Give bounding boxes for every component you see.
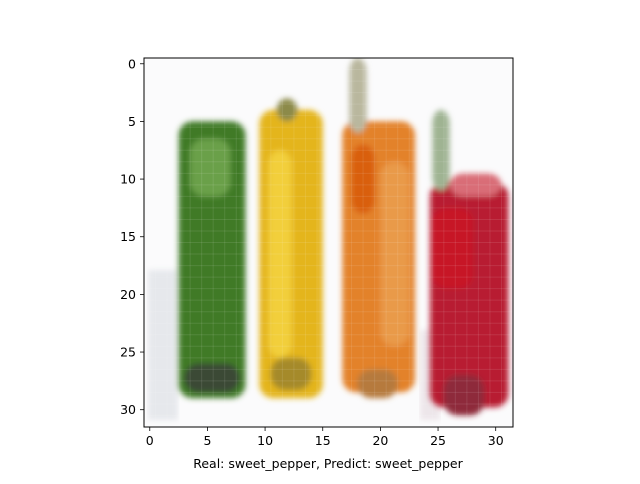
- x-tick-label: 15: [315, 433, 331, 448]
- y-tick-label: 10: [120, 172, 136, 187]
- y-tick-label: 20: [120, 287, 136, 302]
- y-tick-label: 25: [120, 345, 136, 360]
- x-tick-label: 30: [488, 433, 504, 448]
- x-axis: 0 5 10 15 20 25 30: [146, 427, 504, 448]
- x-tick-label: 10: [257, 433, 273, 448]
- y-tick-label: 15: [120, 229, 136, 244]
- x-tick-label: 5: [203, 433, 211, 448]
- y-tick-label: 5: [128, 114, 136, 129]
- x-tick-label: 20: [372, 433, 388, 448]
- x-tick-label: 0: [146, 433, 154, 448]
- x-tick-label: 25: [430, 433, 446, 448]
- axes-frame: [143, 57, 514, 428]
- y-axis: 0 5 10 15 20 25 30: [120, 56, 144, 417]
- y-tick-label: 30: [120, 402, 136, 417]
- y-tick-label: 0: [128, 56, 136, 71]
- x-axis-label: Real: sweet_pepper, Predict: sweet_peppe…: [193, 456, 463, 471]
- pepper-image: [144, 58, 513, 427]
